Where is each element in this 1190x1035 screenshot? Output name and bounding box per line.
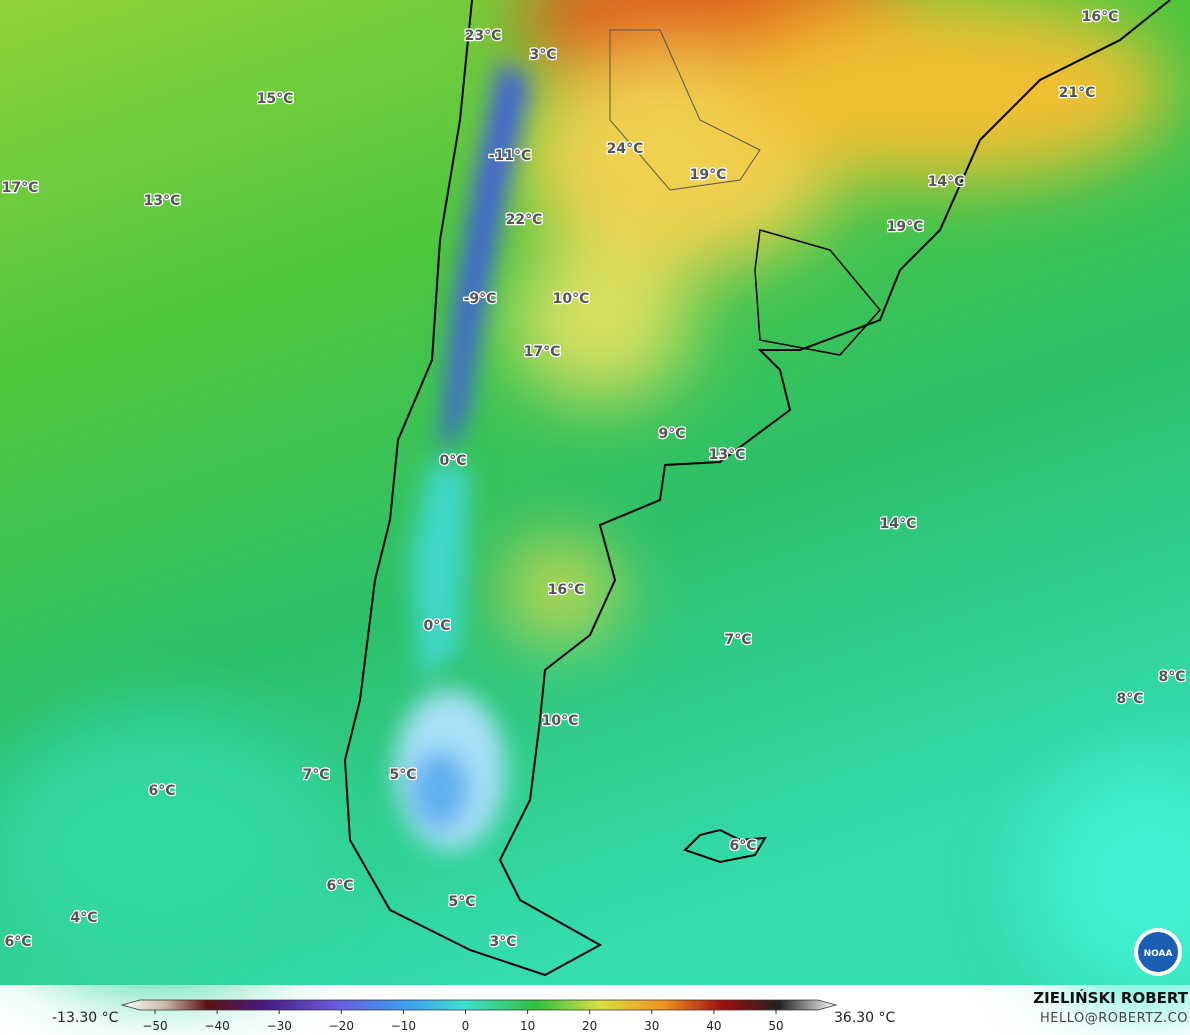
temperature-label: 3°C <box>489 934 516 950</box>
temperature-label: 14°C <box>880 516 917 532</box>
colorbar-tick-label: −30 <box>267 1019 292 1033</box>
colorbar-tick-label: 40 <box>706 1019 721 1033</box>
temperature-label: 0°C <box>423 618 450 634</box>
temperature-label: 6°C <box>729 838 756 854</box>
temperature-label: 6°C <box>326 878 353 894</box>
temperature-label: 22°C <box>506 212 543 228</box>
map-field <box>0 0 1190 1000</box>
temperature-label: 21°C <box>1059 85 1096 101</box>
author-name: ZIELIŃSKI ROBERT <box>1033 988 1188 1007</box>
temperature-label: 24°C <box>607 141 644 157</box>
temperature-label: 14°C <box>928 174 965 190</box>
temperature-label: 16°C <box>1082 9 1119 25</box>
temperature-label: 8°C <box>1158 669 1185 685</box>
temperature-label: 0°C <box>439 453 466 469</box>
colorbar-tick-label: 10 <box>520 1019 535 1033</box>
temperature-label: 3°C <box>529 47 556 63</box>
temperature-label: 19°C <box>887 219 924 235</box>
temperature-label: 5°C <box>448 894 475 910</box>
colorbar-tick-label: 30 <box>644 1019 659 1033</box>
colorbar-min: -13.30 °C <box>52 1010 119 1026</box>
temperature-label: 6°C <box>148 783 175 799</box>
colorbar-tick-label: 0 <box>462 1019 470 1033</box>
colorbar-tick-label: 20 <box>582 1019 597 1033</box>
temperature-label: 7°C <box>302 767 329 783</box>
colorbar <box>120 999 838 1011</box>
temperature-label: 13°C <box>144 193 181 209</box>
noaa-logo: NOAA <box>1134 928 1182 976</box>
author-email: HELLO@ROBERTZ.CO <box>1040 1011 1188 1026</box>
colorbar-tick-label: 50 <box>768 1019 783 1033</box>
temperature-label: 19°C <box>690 167 727 183</box>
temperature-label: 9°C <box>658 426 685 442</box>
colorbar-ramp <box>120 999 838 1011</box>
colorbar-tick-label: −20 <box>329 1019 354 1033</box>
temperature-label: -11°C <box>489 148 532 164</box>
temperature-label: 16°C <box>548 582 585 598</box>
temperature-label: 17°C <box>2 180 39 196</box>
temperature-label: 8°C <box>1116 691 1143 707</box>
colorbar-tick-label: −10 <box>391 1019 416 1033</box>
temperature-label: 13°C <box>709 447 746 463</box>
temperature-label: 4°C <box>70 910 97 926</box>
temperature-label: 15°C <box>257 91 294 107</box>
temperature-label: -9°C <box>464 291 497 307</box>
temperature-label: 23°C <box>465 28 502 44</box>
colorbar-tick-label: −40 <box>204 1019 229 1033</box>
svg-text:NOAA: NOAA <box>1144 949 1173 959</box>
colorbar-max: 36.30 °C <box>834 1010 896 1026</box>
temperature-label: 5°C <box>389 767 416 783</box>
temperature-label: 17°C <box>524 344 561 360</box>
colorbar-tick-label: −50 <box>142 1019 167 1033</box>
temperature-label: 7°C <box>724 632 751 648</box>
temperature-label: 6°C <box>4 934 31 950</box>
temperature-label: 10°C <box>553 291 590 307</box>
temperature-label: 10°C <box>542 713 579 729</box>
